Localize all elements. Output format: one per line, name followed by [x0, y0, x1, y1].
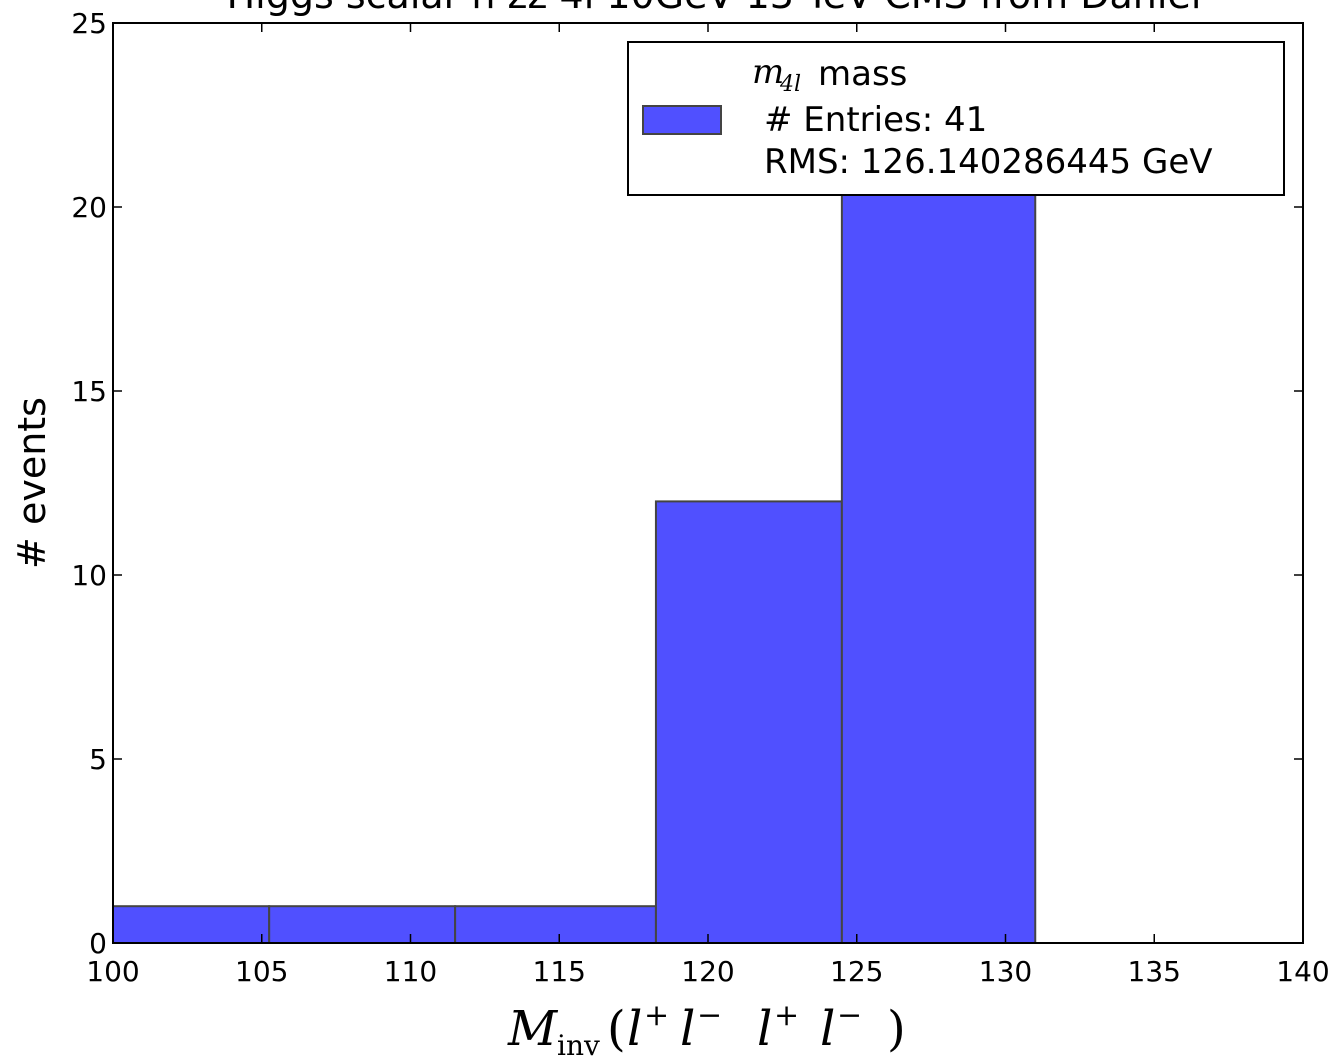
legend-box	[627, 41, 1285, 196]
svg-text:+: +	[644, 998, 669, 1033]
svg-text:l: l	[757, 1001, 772, 1057]
x-tick-label: 100	[86, 955, 139, 988]
legend-entries: # Entries: 41	[764, 100, 987, 140]
svg-text:M: M	[507, 1001, 559, 1057]
svg-text:−: −	[697, 998, 722, 1033]
svg-text:+: +	[774, 998, 799, 1033]
x-ticks-group: 100 105 110 115 120 125 130 135 140	[86, 23, 1330, 988]
x-tick-label: 105	[235, 955, 288, 988]
legend-label: mass	[818, 54, 907, 94]
legend-rms: RMS: 126.140286445 GeV	[764, 142, 1213, 182]
histogram-bar	[840, 169, 1037, 944]
svg-text:−: −	[837, 998, 862, 1033]
y-ticks-group: 0 5 10 15 20 25	[71, 7, 1303, 960]
x-tick-label: 110	[384, 955, 437, 988]
x-tick-label: 120	[681, 955, 734, 988]
x-tick-label: 135	[1128, 955, 1181, 988]
x-tick-label: 125	[830, 955, 883, 988]
chart-title: Higgs scalar h zz 4l 10GeV 13 TeV CMS fr…	[227, 0, 1202, 17]
legend-math-subscript: 4l	[779, 72, 801, 97]
y-tick-label: 0	[89, 927, 107, 960]
legend-swatch	[642, 105, 722, 135]
y-axis-label: # events	[10, 397, 54, 569]
svg-text:inv: inv	[557, 1029, 600, 1060]
legend: m 4l mass # Entries: 41 RMS: 126.1402864…	[627, 41, 1285, 196]
svg-text:l: l	[820, 1001, 835, 1057]
histogram-bar	[454, 905, 657, 945]
svg-text:l: l	[627, 1001, 642, 1057]
x-axis-label: M inv ( l + l − l + l − )	[507, 998, 906, 1060]
y-tick-label: 20	[71, 191, 107, 224]
y-tick-label: 10	[71, 559, 107, 592]
y-tick-label: 5	[89, 743, 107, 776]
svg-text:(: (	[607, 1001, 626, 1057]
histogram-bar	[268, 905, 457, 945]
y-tick-label: 15	[71, 375, 107, 408]
histogram-bar	[654, 500, 843, 944]
histogram-bar	[112, 905, 271, 945]
y-tick-label: 25	[71, 7, 107, 40]
x-tick-label: 130	[979, 955, 1032, 988]
bars-group	[112, 169, 1037, 945]
legend-math-label: m	[752, 52, 784, 92]
svg-text:l: l	[680, 1001, 695, 1057]
x-tick-label: 140	[1276, 955, 1329, 988]
svg-text:): )	[887, 1001, 906, 1057]
x-tick-label: 115	[533, 955, 586, 988]
